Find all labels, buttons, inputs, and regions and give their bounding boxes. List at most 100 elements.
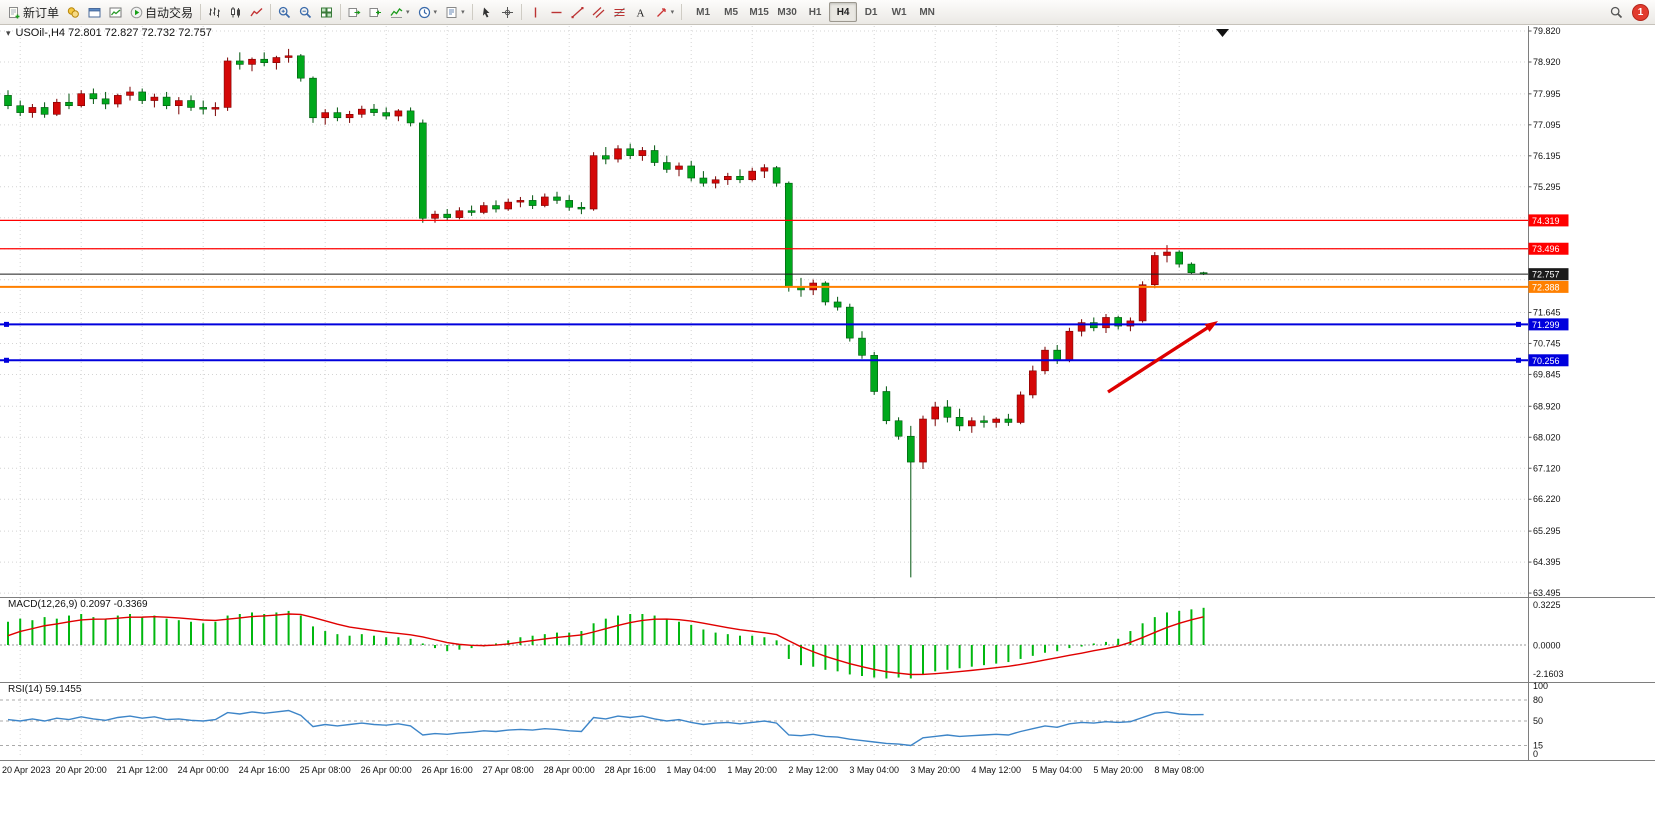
market-watch-button[interactable] [63, 1, 84, 23]
auto-scroll-button[interactable] [344, 1, 365, 23]
coins-icon [67, 6, 79, 18]
svg-text:0: 0 [1533, 749, 1538, 759]
cursor-icon [482, 7, 490, 17]
candle-body [40, 107, 49, 115]
candle-body [357, 108, 366, 115]
candles-layer [4, 48, 1208, 578]
periods-button[interactable]: ▾ [414, 1, 442, 23]
svg-text:0.3225: 0.3225 [1533, 600, 1561, 610]
support-line-1-handle-left[interactable] [4, 321, 9, 327]
candle-body [687, 165, 696, 179]
dropdown-caret-icon[interactable]: ▾ [461, 9, 465, 16]
cursor-button[interactable] [476, 1, 497, 23]
chart-shift-button[interactable] [365, 1, 386, 23]
bar-chart-button[interactable] [204, 1, 225, 23]
support-line-2-handle-left[interactable] [4, 357, 9, 363]
candle-body [906, 435, 915, 463]
channel-button[interactable] [588, 1, 609, 23]
timeframe-h1[interactable]: H1 [808, 6, 822, 18]
toolbar-separator [340, 4, 342, 20]
line-chart-button[interactable] [246, 1, 267, 23]
zoom-in-button[interactable] [274, 1, 295, 23]
svg-text:71.299: 71.299 [1532, 320, 1560, 330]
new-order-button[interactable]: 新订单 [4, 1, 63, 23]
chart-shift-marker[interactable] [1216, 29, 1229, 37]
svg-text:1 May 20:00: 1 May 20:00 [727, 765, 777, 775]
crosshair-button[interactable] [497, 1, 518, 23]
candle-body [662, 162, 671, 170]
candle-body [833, 301, 842, 308]
candle-body [479, 205, 488, 213]
candle-chart-button[interactable] [225, 1, 246, 23]
chart-dropdown-icon[interactable]: ▾ [6, 27, 11, 38]
candle-body [236, 60, 244, 65]
vertical-line-button[interactable] [525, 1, 546, 23]
timeframe-m30[interactable]: M30 [777, 6, 797, 18]
svg-text:5 May 04:00: 5 May 04:00 [1032, 765, 1082, 775]
timeframe-w1[interactable]: W1 [891, 6, 907, 18]
svg-text:78.920: 78.920 [1533, 57, 1561, 67]
candle-body [528, 200, 537, 206]
fibonacci-button[interactable] [609, 1, 630, 23]
candle-body [4, 95, 12, 107]
crosshair-icon [501, 6, 513, 18]
templates-button[interactable]: ▾ [441, 1, 469, 23]
candle-body [1016, 394, 1025, 423]
svg-text:76.195: 76.195 [1533, 151, 1561, 161]
candle-body [321, 112, 330, 119]
trendline-button[interactable] [567, 1, 588, 23]
price-axis[interactable]: 79.820 78.920 77.995 77.095 76.195 75.295 71.6… [1528, 26, 1561, 598]
dropdown-caret-icon[interactable]: ▾ [670, 9, 675, 16]
horizontal-line-button[interactable] [546, 1, 567, 23]
svg-text:2 May 12:00: 2 May 12:00 [788, 765, 838, 775]
candle-body [577, 206, 586, 210]
svg-text:3 May 20:00: 3 May 20:00 [910, 765, 960, 775]
svg-text:72.388: 72.388 [1532, 282, 1560, 292]
timeframe-m1[interactable]: M1 [696, 6, 711, 18]
indicators-button[interactable]: ▾ [386, 1, 414, 23]
candles-icon [231, 6, 241, 17]
candle-body [89, 93, 98, 100]
support-line-1-handle-right[interactable] [1516, 321, 1521, 327]
auto-trading-button-label: 自动交易 [145, 5, 194, 20]
rsi-line [7, 709, 1204, 747]
candle-body [1053, 349, 1061, 361]
svg-text:20 Apr 20:00: 20 Apr 20:00 [56, 765, 107, 775]
candle-body [601, 155, 610, 160]
candle-body [418, 122, 427, 219]
profiles-button[interactable] [84, 1, 105, 23]
arrow-annotation-head [1204, 321, 1218, 332]
candle-body [723, 175, 732, 181]
chart-canvas[interactable]: 79.820 78.920 77.995 77.095 76.195 75.295 71.6… [0, 24, 1655, 828]
dropdown-caret-icon[interactable]: ▾ [406, 9, 410, 16]
candle-body [431, 213, 439, 219]
notifications-badge[interactable]: 1 [1632, 3, 1649, 21]
support-line-2-handle-right[interactable] [1516, 357, 1521, 363]
zoom-out-button[interactable] [295, 1, 316, 23]
candle-body [967, 420, 976, 427]
search-button[interactable] [1606, 1, 1627, 23]
svg-text:80: 80 [1533, 695, 1543, 705]
timeframe-mn[interactable]: MN [919, 6, 935, 18]
arrows-button[interactable]: ▾ [651, 1, 679, 23]
chart-title[interactable]: ▾ USOil-,H4 72.801 72.827 72.732 72.757 [6, 27, 212, 39]
time-axis[interactable]: 20 Apr 2023 20 Apr 20:00 21 Apr 12:00 24 Ap… [2, 765, 1204, 775]
window-icon [88, 7, 101, 17]
dropdown-caret-icon[interactable]: ▾ [433, 9, 438, 16]
timeframe-h4[interactable]: H4 [829, 2, 858, 22]
timeframe-d1[interactable]: D1 [864, 6, 878, 18]
arrow-annotation[interactable] [1107, 324, 1212, 394]
timeframe-m5[interactable]: M5 [724, 6, 739, 18]
tile-windows-button[interactable] [316, 1, 337, 23]
new-order-button-label: 新订单 [23, 5, 60, 20]
candle-body [955, 417, 964, 427]
timeframe-m15[interactable]: M15 [749, 6, 769, 18]
auto-trading-button[interactable]: 自动交易 [126, 1, 197, 23]
candle-body [394, 110, 403, 117]
text-button[interactable]: A [630, 1, 651, 23]
svg-text:27 Apr 08:00: 27 Apr 08:00 [483, 765, 534, 775]
candle-body [223, 60, 232, 108]
terminal-button[interactable] [105, 1, 126, 23]
candle-body [736, 175, 744, 181]
